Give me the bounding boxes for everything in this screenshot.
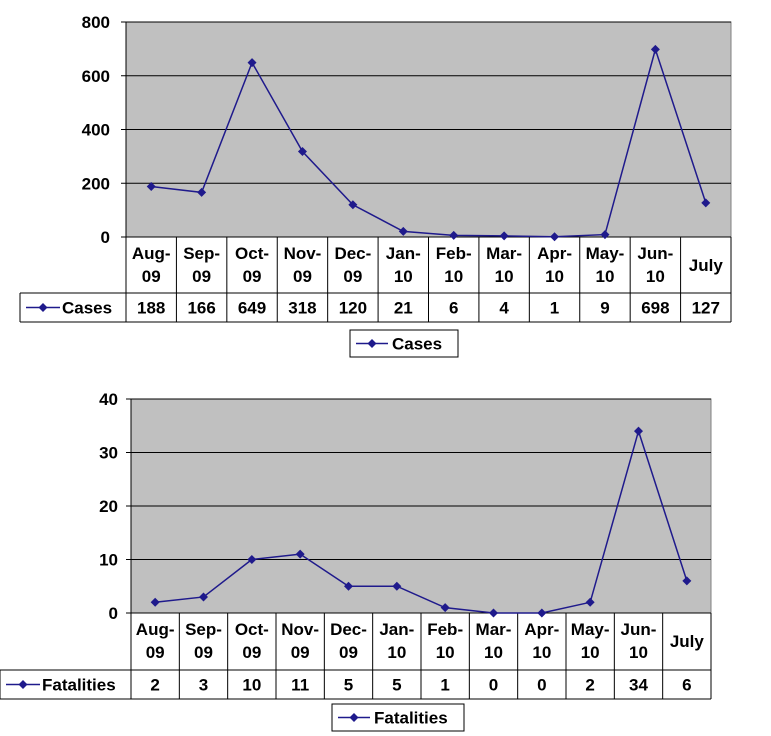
- y-tick-label: 40: [99, 390, 118, 409]
- table-value: 11: [291, 676, 309, 695]
- category-label: Feb-10: [436, 244, 472, 286]
- legend-label: Cases: [392, 335, 442, 354]
- table-value: 6: [449, 299, 458, 318]
- data-point: [398, 226, 408, 236]
- category-label: Aug-09: [132, 244, 171, 286]
- y-tick-label: 800: [82, 13, 110, 32]
- data-point: [392, 581, 402, 591]
- table-value: 5: [392, 676, 401, 695]
- category-label: Apr-10: [537, 244, 572, 286]
- table-key-marker: [18, 680, 28, 689]
- data-point: [650, 44, 660, 54]
- data-point: [199, 592, 208, 602]
- category-label: Aug-09: [136, 620, 175, 662]
- table-value: 6: [682, 676, 691, 695]
- category-label: Sep-09: [185, 620, 222, 662]
- data-point: [499, 231, 509, 241]
- table-value: 1: [550, 299, 559, 318]
- table-value: 5: [344, 676, 353, 695]
- data-point: [489, 608, 498, 618]
- table-value: 0: [489, 676, 498, 695]
- category-label: Mar-10: [476, 620, 512, 662]
- table-value: 2: [585, 676, 594, 695]
- y-tick-label: 20: [99, 497, 118, 516]
- category-label: Oct-09: [235, 620, 269, 662]
- category-label: July: [689, 256, 724, 275]
- table-value: 34: [629, 676, 648, 695]
- table-value: 9: [600, 299, 609, 318]
- category-label: Jan-10: [386, 244, 421, 286]
- category-label: Apr-10: [524, 620, 559, 662]
- table-value: 1: [440, 676, 449, 695]
- data-point: [146, 181, 156, 191]
- series-line: [155, 428, 688, 614]
- series-line: [151, 46, 707, 238]
- category-label: Dec-09: [334, 244, 371, 286]
- category-label: Nov-09: [281, 620, 319, 662]
- table-value: 318: [288, 299, 316, 318]
- data-point: [344, 581, 353, 591]
- category-label: Jan-10: [379, 620, 414, 662]
- table-value: 3: [199, 676, 208, 695]
- y-tick-label: 30: [99, 444, 118, 463]
- table-value: 166: [187, 299, 215, 318]
- category-label: Jun-10: [637, 244, 673, 286]
- legend-marker: [367, 339, 377, 348]
- table-value: 120: [339, 299, 367, 318]
- y-tick-label: 200: [82, 174, 110, 193]
- data-point: [440, 603, 450, 613]
- table-value: 21: [394, 299, 413, 318]
- table-value: 127: [692, 299, 720, 318]
- data-point: [682, 576, 692, 586]
- category-label: Nov-09: [284, 244, 322, 286]
- data-point: [197, 187, 207, 197]
- y-tick-label: 600: [82, 67, 110, 86]
- legend-marker: [349, 713, 359, 722]
- table-value: 188: [137, 299, 165, 318]
- data-point: [449, 230, 459, 240]
- data-point: [297, 147, 307, 157]
- data-point: [585, 597, 595, 607]
- table-series-name: Fatalities: [42, 676, 116, 695]
- table-key-marker: [38, 303, 48, 312]
- category-label: Sep-09: [183, 244, 220, 286]
- table-value: 10: [242, 676, 261, 695]
- data-point: [295, 549, 305, 559]
- y-tick-label: 10: [99, 551, 118, 570]
- data-point: [634, 426, 643, 436]
- category-label: May-10: [586, 244, 625, 286]
- category-label: Mar-10: [486, 244, 522, 286]
- y-tick-label: 0: [109, 604, 118, 623]
- legend-label: Fatalities: [374, 709, 448, 728]
- category-label: July: [670, 632, 705, 651]
- table-series-name: Cases: [62, 299, 112, 318]
- category-label: Oct-09: [235, 244, 269, 286]
- table-value: 0: [537, 676, 546, 695]
- category-label: May-10: [571, 620, 610, 662]
- table-value: 2: [150, 676, 159, 695]
- data-point: [150, 597, 160, 607]
- category-label: Feb-10: [427, 620, 463, 662]
- data-point: [247, 58, 257, 68]
- y-tick-label: 400: [82, 121, 110, 140]
- data-point: [537, 608, 547, 618]
- category-label: Dec-09: [330, 620, 367, 662]
- table-value: 4: [499, 299, 509, 318]
- data-point: [550, 232, 560, 242]
- table-value: 649: [238, 299, 266, 318]
- y-tick-label: 0: [101, 228, 110, 247]
- category-label: Jun-10: [621, 620, 657, 662]
- data-point: [600, 230, 610, 240]
- data-point: [348, 200, 358, 210]
- table-value: 698: [641, 299, 669, 318]
- data-point: [247, 555, 257, 564]
- data-point: [701, 198, 711, 208]
